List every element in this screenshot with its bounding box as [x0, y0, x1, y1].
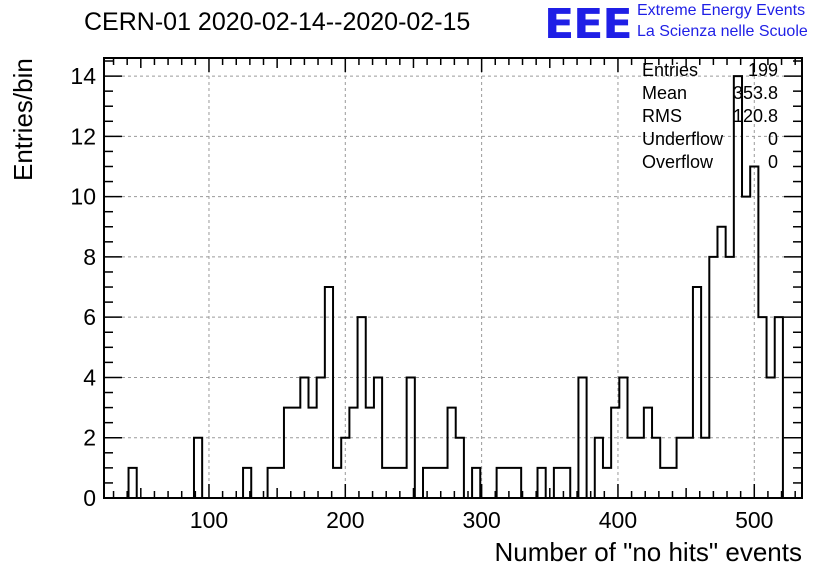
stat-label-rms: RMS — [642, 106, 682, 126]
histogram-bin — [366, 408, 374, 498]
brand-line-1: Extreme Energy Events — [637, 2, 806, 19]
histogram-bin — [129, 468, 137, 498]
stat-value-rms: 120.8 — [732, 106, 778, 126]
histogram-bin — [308, 408, 316, 498]
histogram-bin — [701, 438, 709, 498]
histogram-bin — [644, 408, 652, 498]
axis-ticks — [104, 58, 802, 499]
plot-frame — [103, 57, 803, 499]
x-axis-label: Number of "no hits" events — [494, 537, 803, 567]
x-tick-label: 100 — [190, 507, 228, 533]
histogram-bin — [636, 438, 644, 498]
stat-value-overflow: 0 — [767, 152, 778, 172]
histogram-bin — [742, 197, 750, 498]
histogram-bin — [734, 76, 742, 498]
histogram-bin — [456, 438, 464, 498]
histogram-bin — [652, 438, 660, 498]
histogram-bin — [358, 317, 366, 498]
chart-title: CERN-01 2020-02-14--2020-02-15 — [84, 8, 471, 36]
histogram-bin — [758, 317, 766, 498]
histogram-bin — [693, 287, 701, 498]
histogram-bin — [333, 468, 341, 498]
x-tick-label: 500 — [735, 507, 773, 533]
y-tick-label: 14 — [70, 63, 96, 89]
stat-value-underflow: 0 — [767, 129, 778, 149]
histogram-bin — [325, 287, 333, 498]
stat-label-mean: Mean — [642, 83, 688, 103]
y-tick-label: 0 — [83, 485, 96, 511]
tick-labels: 100 200 300 400 500 0 2 4 6 8 10 12 14 — [70, 63, 773, 533]
brand-line-2: La Scienza nelle Scuole — [637, 23, 808, 40]
histogram-bin — [292, 408, 300, 498]
histogram-bin — [448, 408, 456, 498]
histogram-bin — [390, 468, 398, 498]
y-tick-label: 2 — [83, 425, 96, 451]
histogram-bin — [431, 468, 439, 498]
histogram-bin — [513, 468, 521, 498]
y-tick-label: 8 — [83, 244, 96, 270]
stat-label-entries: Entries — [642, 60, 699, 80]
histogram-bin — [472, 468, 480, 498]
stat-label-overflow: Overflow — [642, 152, 714, 172]
histogram-bin — [717, 227, 725, 498]
histogram-bin — [268, 468, 276, 498]
y-tick-label: 4 — [83, 364, 96, 390]
y-tick-label: 6 — [83, 304, 96, 330]
y-tick-label: 12 — [70, 123, 96, 149]
histogram-bin — [595, 438, 603, 498]
stat-value-entries: 199 — [747, 60, 778, 80]
stat-value-mean: 353.8 — [732, 83, 778, 103]
x-tick-label: 200 — [326, 507, 364, 533]
x-tick-label: 300 — [462, 507, 500, 533]
histogram-bin — [628, 438, 636, 498]
histogram-bin — [660, 468, 668, 498]
histogram-bin — [677, 438, 685, 498]
stat-label-underflow: Underflow — [642, 129, 724, 149]
histogram-bin — [775, 317, 783, 498]
histogram-bin — [194, 438, 202, 498]
x-tick-label: 400 — [599, 507, 637, 533]
histogram-bin — [554, 468, 562, 498]
eee-logo: EEE — [544, 0, 633, 48]
histogram-bin — [538, 468, 546, 498]
histogram-bin — [497, 468, 505, 498]
y-tick-label: 10 — [70, 184, 96, 210]
y-axis-label: Entries/bin — [8, 58, 38, 181]
histogram-bin — [284, 408, 292, 498]
grid-lines — [104, 58, 802, 498]
histogram-bin — [349, 408, 357, 498]
